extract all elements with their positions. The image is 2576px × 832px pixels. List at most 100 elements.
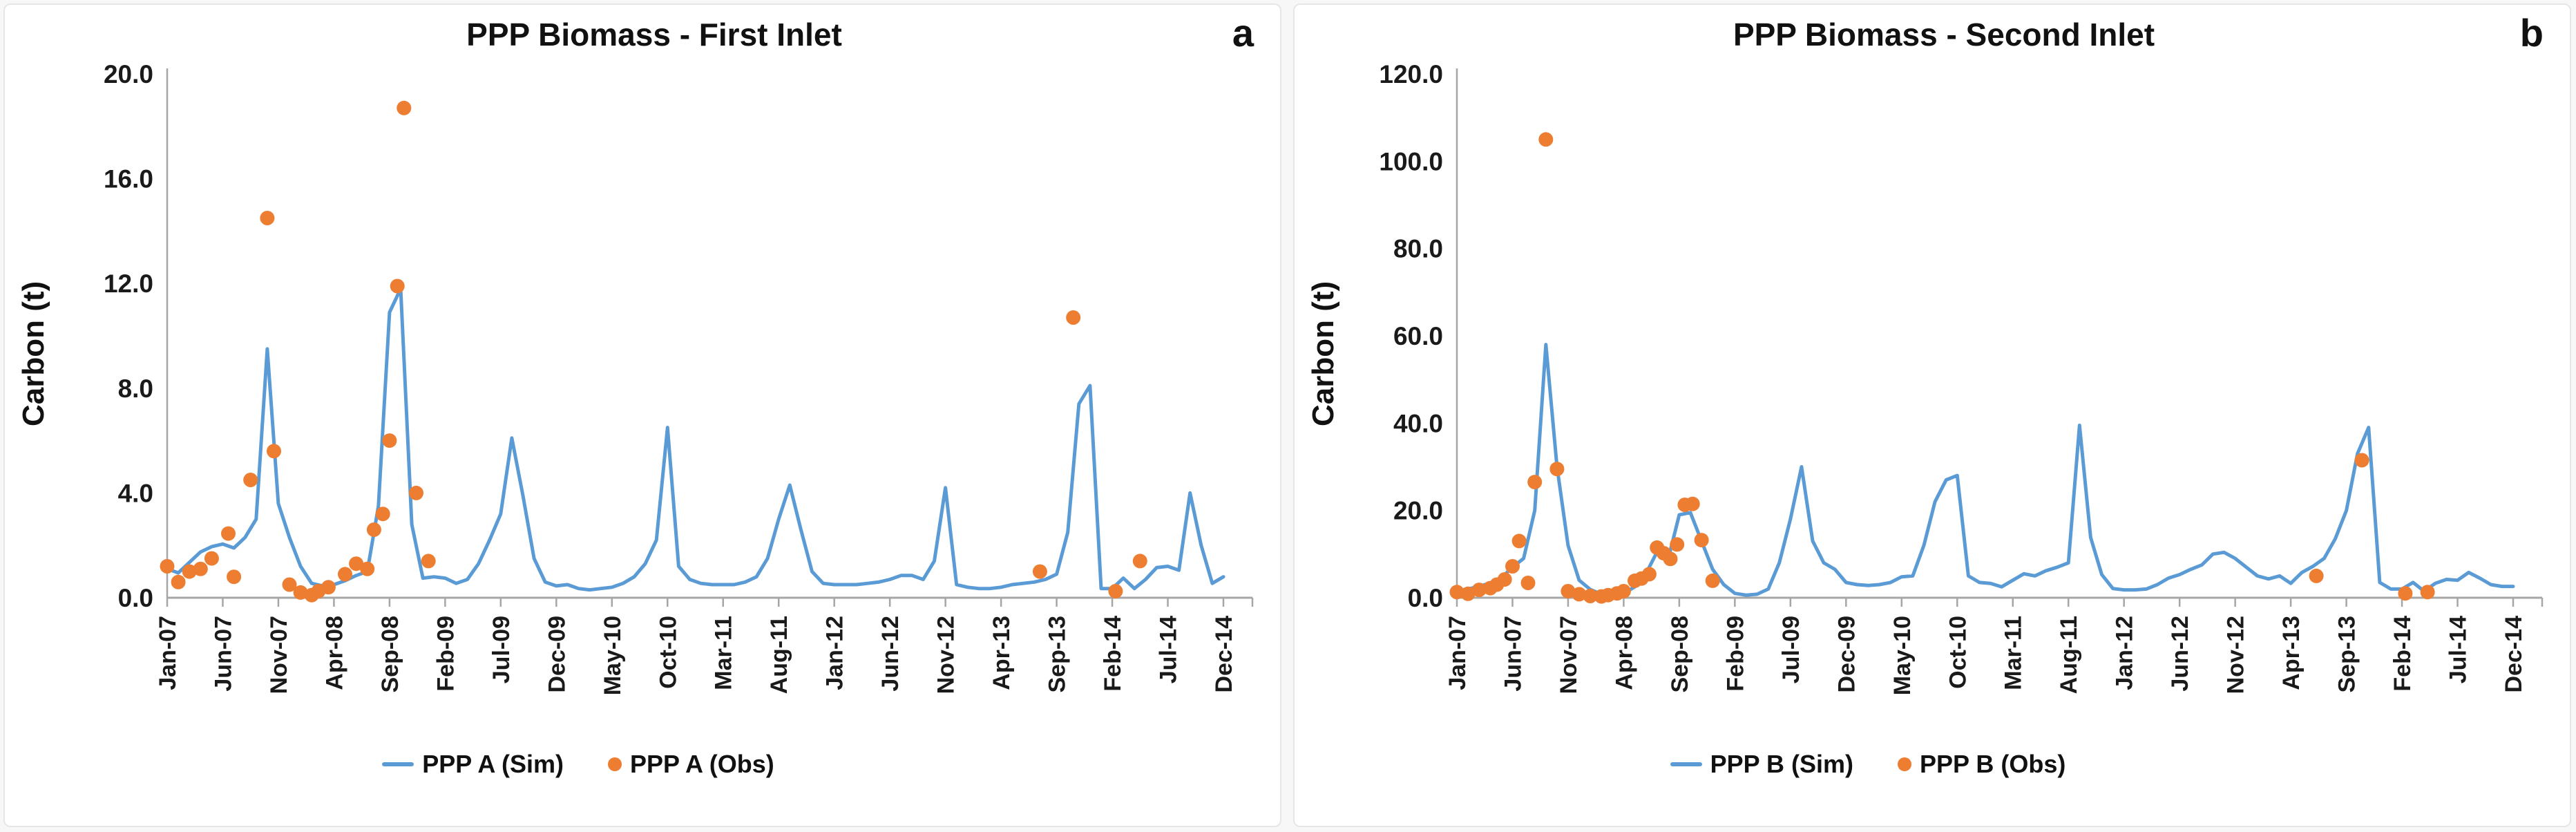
x-tick-label: Dec-14 — [1211, 616, 1237, 693]
x-tick-label: Apr-08 — [1611, 616, 1637, 690]
x-tick-label: Mar-11 — [2001, 616, 2027, 690]
x-tick-label: Jun-12 — [2167, 616, 2193, 692]
x-tick-label: Dec-09 — [544, 616, 570, 693]
panel-letter-b: b — [2519, 11, 2544, 55]
obs-point — [1694, 533, 1709, 548]
obs-point — [409, 485, 423, 500]
x-tick-label: Jan-12 — [822, 616, 848, 690]
x-tick-labels-group: Jan-07 Jun-07 Nov-07 Apr-08 Sep-08 Feb-09 Jul-… — [155, 598, 1254, 695]
obs-point — [171, 574, 186, 589]
obs-point — [204, 551, 219, 566]
obs-dot-legend-marker — [608, 757, 622, 771]
obs-point — [1616, 584, 1631, 598]
obs-point — [260, 211, 275, 225]
legend-label-obs: PPP A (Obs) — [630, 750, 774, 778]
x-tick-label: May-10 — [600, 616, 626, 695]
obs-point — [360, 561, 375, 576]
obs-point — [227, 569, 242, 585]
legend-a: PPP A (Sim) PPP A (Obs) — [122, 750, 1034, 779]
x-tick-label: Nov-12 — [933, 616, 960, 694]
y-tick-label: 20.0 — [104, 60, 153, 88]
obs-point — [1641, 567, 1657, 582]
y-tick-label: 0.0 — [118, 584, 153, 612]
panel-a: PPP Biomass - First Inlet a Carbon (t) 0… — [3, 3, 1281, 827]
obs-point — [397, 100, 412, 115]
x-tick-label: Jul-14 — [1156, 616, 1182, 683]
obs-point — [1066, 310, 1081, 325]
x-tick-label: Jun-12 — [877, 616, 904, 692]
panel-letter-a: a — [1232, 11, 1254, 55]
x-tick-label: Apr-13 — [989, 616, 1015, 690]
x-tick-label: May-10 — [1889, 616, 1916, 695]
legend-label-obs: PPP B (Obs) — [1920, 750, 2066, 778]
obs-point — [1705, 573, 1720, 588]
chart-root: 0.0 4.0 8.0 12.0 16.0 20.0 Jan-07 Jun-07 Nov-07 A… — [104, 60, 1254, 695]
y-tick-label: 16.0 — [104, 165, 153, 193]
x-tick-label: Jul-09 — [488, 616, 515, 683]
y-tick-label: 100.0 — [1379, 147, 1443, 176]
x-tick-label: Sep-08 — [377, 616, 403, 693]
obs-dot-legend-marker — [1898, 757, 1911, 771]
sim-line-legend-marker — [382, 762, 414, 766]
obs-point — [282, 577, 297, 592]
plot-svg-b: 0.0 20.0 40.0 60.0 80.0 100.0 120.0 Jan-07 Jun-0… — [1379, 60, 2544, 695]
legend-item-sim: PPP A (Sim) — [382, 750, 564, 779]
legend-label-sim: PPP B (Sim) — [1710, 750, 1853, 778]
sim-line-path — [165, 287, 1225, 592]
x-tick-label: Sep-13 — [1044, 616, 1071, 693]
obs-point — [1471, 583, 1487, 598]
x-tick-labels-group: Jan-07 Jun-07 Nov-07 Apr-08 Sep-08 Feb-09 Jul-… — [1444, 598, 2544, 695]
obs-point — [1511, 533, 1527, 549]
x-tick-label: Sep-08 — [1667, 616, 1693, 693]
x-tick-label: Jun-07 — [210, 616, 236, 692]
y-tick-label: 80.0 — [1393, 235, 1443, 263]
obs-point — [1032, 564, 1047, 579]
x-tick-label: Feb-14 — [1100, 616, 1126, 692]
x-tick-label: Jan-07 — [1444, 616, 1471, 690]
x-tick-label: Jul-14 — [2445, 616, 2472, 683]
obs-point — [2398, 586, 2413, 601]
x-tick-label: Jun-07 — [1500, 616, 1526, 692]
obs-point — [1520, 576, 1536, 590]
y-tick-labels-group: 0.0 4.0 8.0 12.0 16.0 20.0 — [104, 60, 153, 612]
x-tick-label: Feb-14 — [2389, 616, 2416, 692]
obs-point — [390, 278, 405, 294]
y-tick-label: 60.0 — [1393, 322, 1443, 350]
y-tick-label: 8.0 — [118, 375, 153, 403]
obs-point — [1449, 585, 1464, 600]
x-tick-label: Sep-13 — [2334, 616, 2360, 693]
obs-point — [1572, 587, 1587, 602]
legend-item-obs: PPP A (Obs) — [608, 750, 774, 779]
chart-title-b: PPP Biomass - Second Inlet — [1733, 17, 2155, 53]
obs-point — [2309, 568, 2324, 583]
legend-item-obs: PPP B (Obs) — [1898, 750, 2065, 779]
obs-point — [1538, 132, 1554, 147]
obs-point — [1549, 462, 1565, 477]
obs-point — [1132, 554, 1147, 569]
panel-b: PPP Biomass - Second Inlet b Carbon (t) … — [1293, 3, 2571, 827]
legend-label-sim: PPP A (Sim) — [422, 750, 564, 778]
y-tick-label: 12.0 — [104, 270, 153, 298]
obs-point — [2354, 453, 2369, 468]
x-tick-label: Jul-09 — [1778, 616, 1804, 683]
obs-point — [221, 526, 236, 541]
x-tick-label: Mar-11 — [711, 616, 737, 690]
obs-point — [421, 554, 436, 569]
obs-points-group — [160, 100, 1147, 603]
sim-line-path — [1455, 343, 2515, 597]
x-tick-label: Dec-14 — [2501, 616, 2527, 693]
obs-point — [321, 580, 336, 595]
x-tick-label: Nov-12 — [2223, 616, 2249, 694]
y-tick-label: 120.0 — [1379, 60, 1443, 88]
obs-point — [1527, 475, 1543, 490]
x-tick-label: Apr-13 — [2278, 616, 2305, 690]
x-tick-label: Nov-07 — [1556, 616, 1582, 694]
obs-point — [267, 444, 281, 459]
obs-point — [1663, 551, 1678, 567]
obs-point — [2420, 585, 2435, 600]
obs-point — [1685, 496, 1700, 511]
obs-point — [243, 473, 258, 487]
x-tick-label: Aug-11 — [2056, 616, 2082, 694]
y-tick-label: 4.0 — [118, 479, 153, 507]
